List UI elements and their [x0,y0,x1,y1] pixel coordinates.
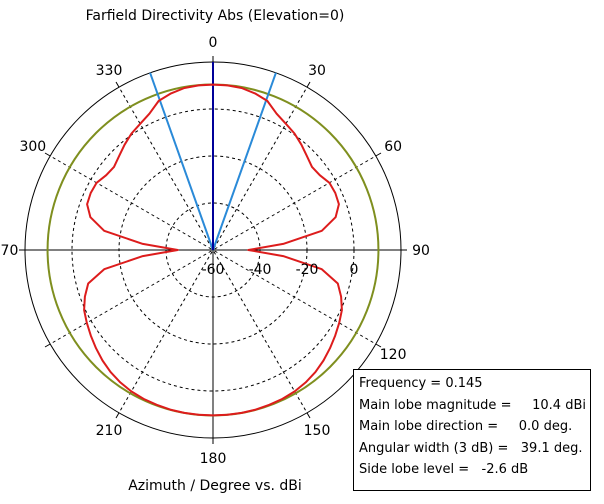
angle-tick-30 [115,81,120,88]
angle-label-0: 0 [209,35,218,51]
angle-tick-150 [115,412,120,419]
angle-label-180: 180 [200,451,227,467]
angle-tick-60 [44,152,51,157]
x-axis-label: Azimuth / Degree vs. dBi [128,478,302,494]
farfield-pattern-curve [83,83,343,417]
angle-tick-210 [306,412,311,419]
info-side-lobe-level: Side lobe level = -2.6 dB [359,462,529,477]
angle-tick-300 [375,152,382,157]
info-frequency: Frequency = 0.145 [359,376,483,391]
grid-spoke-120 [49,250,212,345]
info-main-lobe-direction: Main lobe direction = 0.0 deg. [359,419,573,434]
beamwidth-line-0 [212,72,277,251]
radial-label--60: -60 [202,262,225,278]
grid-spoke-30 [118,86,213,249]
info-main-lobe-magnitude: Main lobe magnitude = 10.4 dBi [359,397,586,413]
radial-label--40: -40 [249,262,272,278]
angle-label-30: 30 [308,63,326,79]
angle-tick-240 [375,343,382,348]
angle-label-300: 300 [19,139,46,155]
grid-spoke-60 [49,155,212,250]
angle-label-120: 120 [380,347,407,363]
chart-title: Farfield Directivity Abs (Elevation=0) [85,8,345,24]
angle-label-90: 90 [412,243,430,259]
grid-spoke-210 [213,251,308,414]
grid-spoke-150 [118,251,213,414]
grid-spoke-240 [214,250,377,345]
grid-spoke-330 [213,86,308,249]
angle-tick-330 [306,81,311,88]
results-info-box: Frequency = 0.145 Main lobe magnitude = … [353,369,591,491]
angle-label-210: 210 [96,423,123,439]
grid-spoke-300 [214,155,377,250]
angle-label-150: 150 [304,423,331,439]
angle-label-330: 330 [96,63,123,79]
angle-label-270: 270 [0,243,18,259]
radial-label-0: 0 [350,262,359,278]
beamwidth-line-1 [149,72,214,251]
angle-label-60: 60 [384,139,402,155]
angle-tick-120 [44,343,51,348]
radial-label--20: -20 [296,262,319,278]
info-angular-width: Angular width (3 dB) = 39.1 deg. [359,440,583,456]
